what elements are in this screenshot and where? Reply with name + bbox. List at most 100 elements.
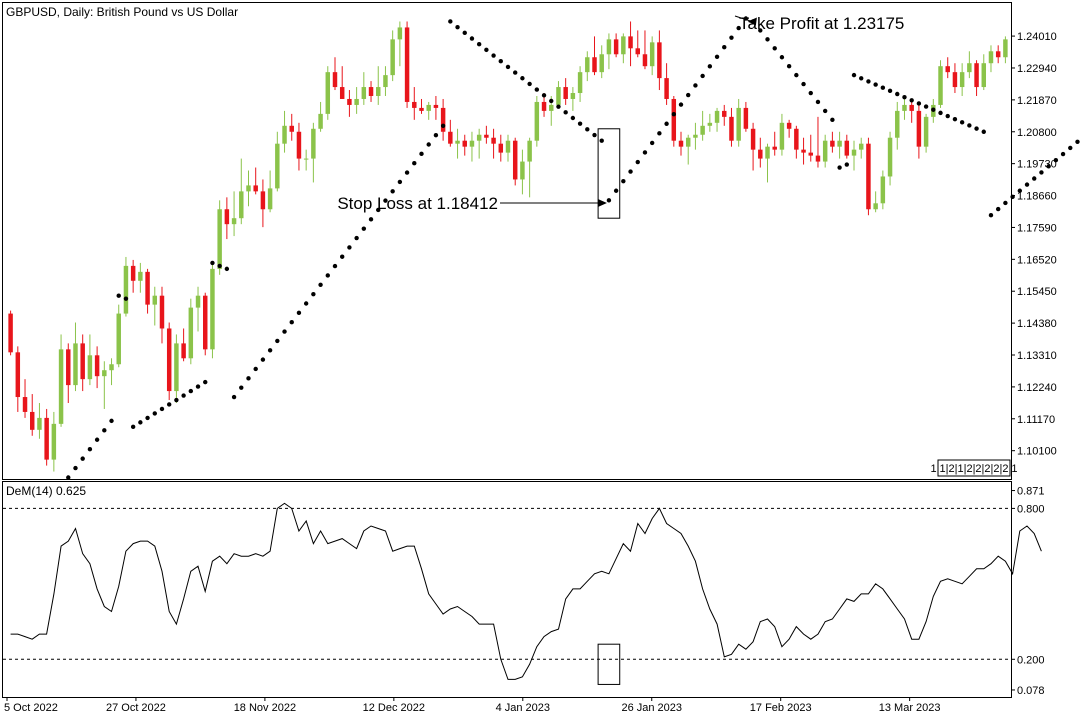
candle-body (606, 39, 612, 55)
psar-dot (1046, 164, 1051, 169)
psar-dot (210, 260, 215, 266)
psar-dot (671, 111, 676, 117)
candle-body (203, 295, 208, 350)
candle-body (145, 271, 150, 305)
psar-dot (556, 104, 561, 109)
candle-body (239, 191, 244, 219)
candle-body (794, 128, 799, 150)
chart-title: GBPUSD, Daily: British Pound vs US Dolla… (6, 5, 238, 19)
candle-body (772, 146, 777, 150)
candle-body (786, 122, 792, 129)
psar-dot (188, 388, 194, 394)
psar-dot (621, 178, 626, 184)
candle-body (102, 370, 107, 377)
time-tick-label: 13 Mar 2023 (879, 702, 941, 714)
psar-dot (801, 81, 806, 87)
candle-body (808, 152, 813, 156)
dem-highlight-box (597, 643, 621, 685)
psar-dot (94, 437, 100, 442)
psar-dot (815, 99, 821, 105)
candle-body (275, 143, 280, 189)
psar-dot (967, 123, 972, 128)
psar-dot (203, 379, 208, 385)
psar-dot (902, 94, 907, 100)
candle-body (66, 349, 71, 386)
price-tick-label: 1.10100 (1017, 446, 1057, 458)
psar-dot (426, 142, 431, 147)
candle-body (8, 313, 13, 353)
candle-body (505, 140, 511, 153)
psar-dot (87, 446, 93, 452)
price-tick-label: 1.21870 (1017, 95, 1057, 107)
psar-dot (887, 88, 893, 94)
candle-body (87, 355, 93, 380)
psar-dot (520, 76, 525, 81)
psar-dot (130, 424, 136, 430)
psar-dot (289, 320, 294, 325)
candle-body (296, 131, 302, 159)
psar-dot (412, 161, 417, 166)
psar-dot (116, 293, 121, 298)
psar-dot (239, 385, 244, 390)
time-tick-label: 27 Oct 2022 (106, 702, 166, 714)
take-profit-label: Take Profit at 1.23175 (739, 14, 904, 33)
psar-dot (123, 296, 129, 301)
psar-dot (296, 310, 302, 316)
candle-body (448, 131, 453, 144)
candle-body (873, 203, 878, 210)
psar-dot (592, 132, 597, 138)
trade-counter-text: 1|1|2|1|2|2|2|2|2|1 (931, 463, 1018, 475)
candle-body (664, 78, 669, 99)
candle-body (210, 268, 215, 350)
psar-dot (476, 41, 482, 47)
candle-body (80, 343, 85, 380)
psar-dot (649, 140, 655, 146)
price-tick-label: 1.24010 (1017, 31, 1057, 43)
candle-body (253, 185, 258, 192)
psar-dot (534, 87, 540, 92)
candle-body (722, 110, 727, 117)
psar-dot (253, 366, 258, 372)
psar-dot (837, 165, 842, 170)
annotations: Take Profit at 1.23175 Stop Loss at 1.184… (337, 14, 904, 685)
candle-body (534, 101, 540, 141)
psar-dot (693, 83, 698, 88)
psar-dot (952, 116, 958, 122)
candle-body (412, 101, 417, 108)
candle-body (967, 63, 972, 73)
candle-body (94, 355, 100, 377)
psar-dot (484, 47, 489, 53)
candle-body (837, 140, 842, 147)
trade-counter: 1|1|2|1|2|2|2|2|2|1 (931, 459, 1018, 477)
psar-dot (513, 70, 518, 75)
psar-dot (880, 85, 886, 90)
psar-dot (462, 30, 467, 36)
psar-dot (505, 64, 511, 70)
take-profit-arrow-head (747, 17, 757, 26)
psar-dot (1017, 188, 1023, 193)
psar-dot (577, 121, 583, 126)
psar-dot (765, 37, 770, 42)
psar-dot (332, 263, 338, 269)
candle-body (642, 54, 648, 67)
candle-body (455, 140, 460, 144)
candle-body (484, 134, 489, 138)
candle-body (260, 191, 266, 210)
candle-body (152, 295, 158, 305)
candle-body (959, 72, 965, 88)
psar-dot (772, 46, 777, 51)
price-tick-label: 1.19730 (1017, 159, 1057, 171)
psar-dot (938, 110, 943, 116)
psar-dot (722, 45, 727, 50)
psar-dot (1039, 170, 1044, 175)
candle-body (729, 116, 734, 141)
psar-dot (469, 36, 475, 41)
candle-body (621, 36, 626, 55)
candle-body (1003, 39, 1008, 58)
time-tick-label: 17 Feb 2023 (750, 702, 812, 714)
candle-body (995, 51, 1001, 58)
psar-dot (873, 82, 878, 87)
candle-body (895, 110, 900, 138)
candle-body (549, 104, 554, 111)
candle-body (325, 72, 331, 114)
